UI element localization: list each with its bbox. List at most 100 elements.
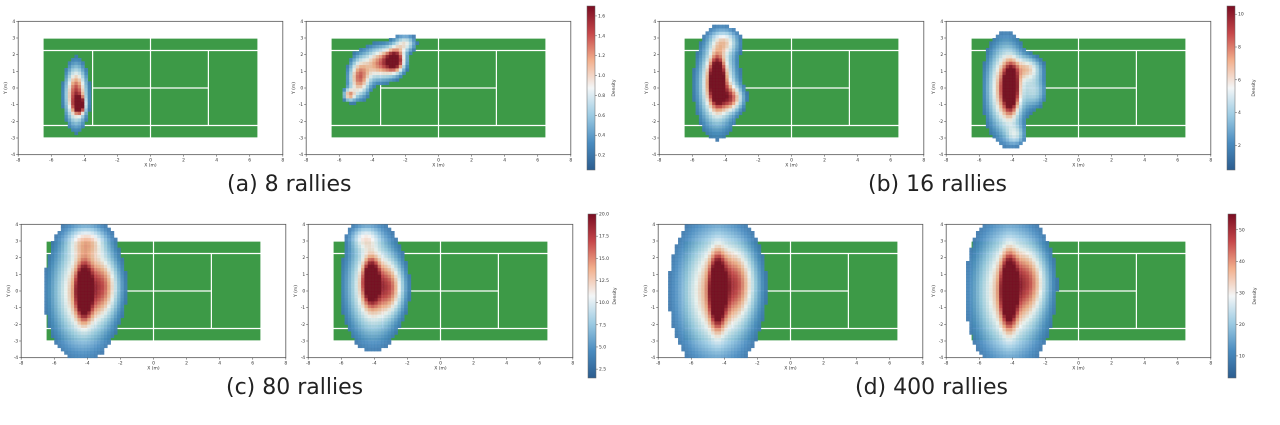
density-cell [993, 78, 997, 82]
density-cell [718, 234, 722, 238]
density-cell [71, 344, 75, 348]
density-cell [65, 88, 69, 92]
density-cell [1002, 135, 1006, 139]
density-cell [355, 314, 359, 318]
density-cell [725, 55, 729, 59]
density-cell [999, 351, 1003, 355]
density-cell [384, 301, 388, 305]
density-cell [54, 304, 58, 308]
density-cell [986, 331, 990, 335]
density-cell [734, 224, 738, 228]
density-cell [715, 61, 719, 65]
density-cell [729, 95, 733, 99]
density-cell [1002, 261, 1006, 265]
density-cell [695, 321, 699, 325]
density-cell [734, 278, 738, 282]
density-cell [120, 284, 124, 288]
density-cell [969, 261, 973, 265]
density-cell [993, 301, 997, 305]
density-cell [715, 128, 719, 132]
density-cell [708, 244, 712, 248]
density-cell [675, 318, 679, 322]
density-cell [107, 328, 111, 332]
density-cell [97, 321, 101, 325]
density-cell [1012, 258, 1016, 262]
density-cell [364, 341, 368, 345]
density-cell [671, 298, 675, 302]
density-cell [48, 301, 52, 305]
density-cell [1026, 334, 1030, 338]
density-cell [1016, 91, 1020, 95]
density-cell [392, 61, 396, 65]
density-cell [986, 264, 990, 268]
density-cell [751, 258, 755, 262]
density-cell [1009, 78, 1013, 82]
density-cell [701, 254, 705, 258]
density-cell [368, 301, 372, 305]
y-tick-label: 3 [15, 239, 18, 245]
density-cell [671, 318, 675, 322]
density-cell [999, 78, 1003, 82]
density-cell [681, 268, 685, 272]
density-cell [1022, 308, 1026, 312]
density-cell [361, 278, 365, 282]
density-cell [681, 274, 685, 278]
density-cell [381, 288, 385, 292]
density-cell [1022, 341, 1026, 345]
density-cell [699, 85, 703, 89]
density-cell [1009, 65, 1013, 69]
density-cell [706, 85, 710, 89]
density-cell [1022, 344, 1026, 348]
density-cell [355, 294, 359, 298]
density-cell [369, 58, 373, 62]
density-cell [371, 291, 375, 295]
y-axis-label: Y (m) [3, 82, 9, 95]
density-cell [104, 258, 108, 262]
density-cell [349, 101, 353, 105]
density-cell [107, 341, 111, 345]
density-cell [101, 244, 105, 248]
density-cell [748, 291, 752, 295]
density-cell [1012, 238, 1016, 242]
density-cell [84, 354, 88, 358]
colorbar-tick-label: 12.5 [599, 278, 609, 284]
density-cell [1042, 65, 1046, 69]
density-cell [351, 248, 355, 252]
density-cell [711, 258, 715, 262]
density-cell [722, 41, 726, 45]
density-cell [349, 98, 353, 102]
density-cell [986, 304, 990, 308]
density-cell [58, 318, 62, 322]
density-cell [721, 271, 725, 275]
density-cell [111, 241, 115, 245]
density-cell [725, 91, 729, 95]
density-cell [718, 288, 722, 292]
density-cell [404, 291, 408, 295]
density-cell [114, 331, 118, 335]
density-cell [732, 98, 736, 102]
density-cell [986, 344, 990, 348]
density-cell [979, 298, 983, 302]
density-cell [675, 244, 679, 248]
density-cell [384, 298, 388, 302]
density-cell [71, 264, 75, 268]
density-cell [678, 291, 682, 295]
density-cell [74, 61, 78, 65]
density-cell [989, 348, 993, 352]
density-cell [61, 101, 65, 105]
density-cell [754, 258, 758, 262]
density-cell [77, 341, 81, 345]
density-cell [754, 264, 758, 268]
density-cell [356, 88, 360, 92]
density-cell [722, 118, 726, 122]
density-cell [362, 61, 366, 65]
density-cell [71, 78, 75, 82]
density-cell [732, 118, 736, 122]
density-cell [120, 274, 124, 278]
density-cell [381, 298, 385, 302]
density-cell [107, 258, 111, 262]
density-cell [714, 298, 718, 302]
density-cell [748, 301, 752, 305]
density-cell [668, 278, 672, 282]
density-cell [358, 331, 362, 335]
